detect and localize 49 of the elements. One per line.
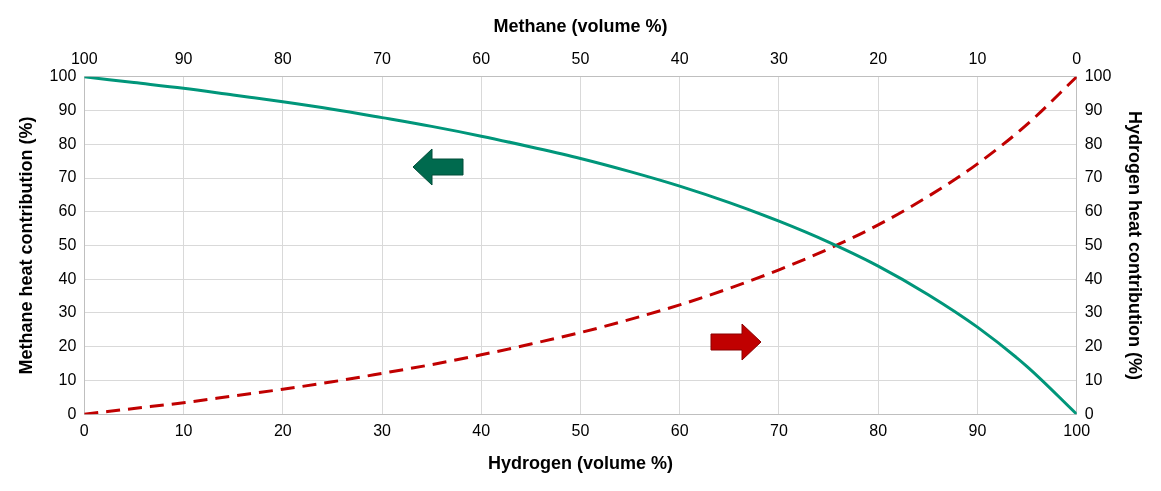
x2-tick-label: 50 [571,49,590,67]
x-axis-title: Hydrogen (volume %) [487,453,674,474]
y-tick-label: 50 [58,235,77,253]
x-tick-label: 90 [968,422,987,440]
x2-axis-title: Methane (volume %) [493,15,668,36]
x2-tick-label: 0 [1072,49,1082,67]
y-tick-label: 100 [49,67,77,85]
x-tick-label: 60 [670,422,689,440]
x-tick-label: 70 [770,422,788,440]
y-tick-label: 40 [58,269,77,287]
y2-tick-label: 100 [1084,67,1112,85]
y2-tick-label: 70 [1084,168,1103,186]
x2-tick-label: 40 [670,49,689,67]
y2-tick-label: 10 [1084,370,1103,388]
y2-tick-label: 90 [1084,100,1103,118]
x2-tick-label: 100 [70,49,98,67]
y-tick-label: 30 [58,303,77,321]
y-axis-title: Methane heat contribution (%) [15,116,36,375]
x-tick-label: 50 [571,422,590,440]
y-tick-label: 70 [58,168,77,186]
y2-axis-title: Hydrogen heat contribution (%) [1125,111,1146,380]
x2-tick-label: 10 [968,49,987,67]
x-tick-label: 100 [1063,422,1091,440]
y-tick-label: 90 [58,100,77,118]
line-series [84,76,1077,415]
x2-tick-label: 20 [869,49,888,67]
y-tick-label: 60 [58,202,77,220]
x2-tick-label: 80 [273,49,292,67]
y-tick-label: 0 [67,404,77,422]
y-tick-label: 20 [58,337,77,355]
x-tick-label: 80 [869,422,888,440]
x-tick-label: 30 [373,422,392,440]
y2-tick-label: 80 [1084,134,1103,152]
x-tick-label: 20 [273,422,292,440]
y2-tick-label: 40 [1084,269,1103,287]
x-tick-label: 0 [79,422,89,440]
x-tick-label: 40 [472,422,491,440]
x2-tick-label: 90 [174,49,193,67]
y-tick-label: 10 [58,370,77,388]
x2-tick-label: 70 [373,49,392,67]
y-tick-label: 80 [58,134,77,152]
y2-tick-label: 60 [1084,202,1103,220]
x-tick-label: 10 [174,422,193,440]
y2-tick-label: 30 [1084,303,1103,321]
y2-tick-label: 20 [1084,337,1103,355]
x2-tick-label: 60 [472,49,491,67]
x2-tick-label: 30 [770,49,788,67]
y2-tick-label: 0 [1084,404,1094,422]
y2-tick-label: 50 [1084,235,1103,253]
